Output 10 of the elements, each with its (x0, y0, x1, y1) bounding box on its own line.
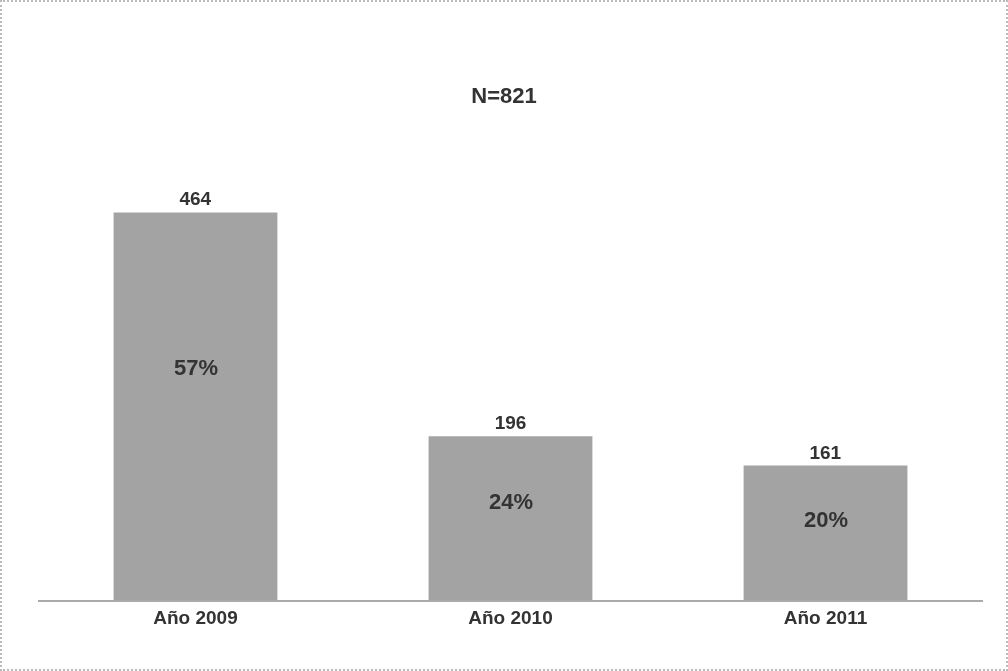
annotation: 24% (489, 489, 534, 514)
annotation: 57% (174, 355, 219, 380)
x-tick-label: Año 2009 (153, 607, 238, 629)
x-tick-label: Año 2010 (468, 607, 553, 629)
data-label: 464 (179, 188, 212, 210)
annotation: 20% (804, 507, 849, 532)
x-tick-label: Año 2011 (783, 607, 868, 629)
data-label: 196 (494, 412, 527, 434)
chart-title: N=821 (471, 83, 537, 109)
data-label: 161 (809, 441, 842, 463)
